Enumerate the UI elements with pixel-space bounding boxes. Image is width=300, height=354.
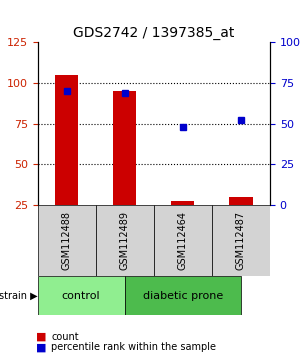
Text: ■: ■ — [36, 342, 46, 353]
Text: percentile rank within the sample: percentile rank within the sample — [51, 342, 216, 353]
FancyBboxPatch shape — [212, 205, 270, 276]
Text: GSM112489: GSM112489 — [120, 211, 130, 270]
Bar — [55, 75, 78, 245]
Text: strain ▶: strain ▶ — [0, 291, 38, 301]
Text: GSM112487: GSM112487 — [236, 211, 246, 270]
FancyBboxPatch shape — [96, 205, 154, 276]
FancyBboxPatch shape — [154, 205, 212, 276]
Bar — [113, 91, 136, 245]
FancyBboxPatch shape — [38, 276, 125, 315]
Text: count: count — [51, 332, 79, 342]
FancyBboxPatch shape — [125, 276, 241, 315]
Bar — [229, 196, 253, 245]
Title: GDS2742 / 1397385_at: GDS2742 / 1397385_at — [73, 26, 234, 40]
Text: GSM112464: GSM112464 — [178, 211, 188, 270]
FancyBboxPatch shape — [38, 205, 96, 276]
Text: GSM112488: GSM112488 — [61, 211, 72, 270]
Bar — [171, 201, 194, 245]
Text: control: control — [62, 291, 100, 301]
Text: ■: ■ — [36, 332, 46, 342]
Text: diabetic prone: diabetic prone — [143, 291, 223, 301]
